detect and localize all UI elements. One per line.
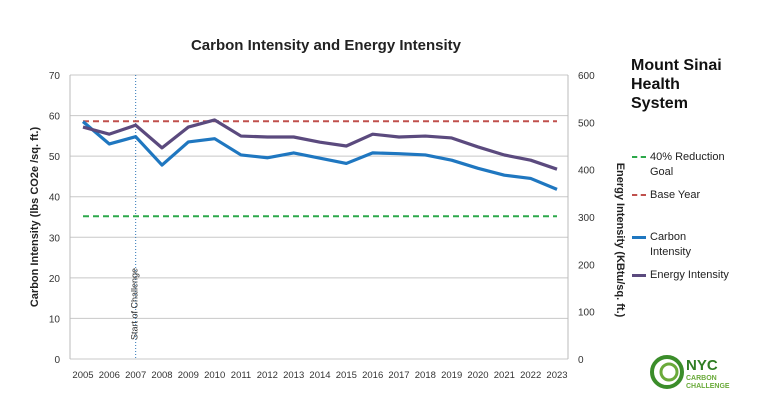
start-of-challenge-annotation: Start of Challenge (130, 268, 140, 340)
svg-text:CARBON: CARBON (686, 375, 717, 382)
legend-label: Energy Intensity (650, 269, 729, 281)
legend-label: Base Year (650, 189, 701, 201)
legend-swatch (632, 236, 646, 239)
x-tick-label: 2020 (467, 370, 488, 381)
y-tick-label: 40 (49, 193, 61, 204)
legend-item: Carbon Intensity (632, 230, 752, 260)
legend-swatch (632, 274, 646, 277)
x-tick-label: 2009 (178, 370, 199, 381)
y-tick-label: 20 (49, 274, 61, 285)
x-tick-label: 2017 (388, 370, 409, 381)
y2-tick-label: 500 (578, 118, 595, 129)
legend-swatch (632, 194, 646, 196)
y-axis-label: Carbon Intensity (lbs CO2e /sq. ft.) (29, 127, 41, 308)
x-tick-label: 2005 (72, 370, 93, 381)
nyc-carbon-challenge-logo: NYC CARBON CHALLENGE (650, 353, 740, 393)
x-tick-label: 2010 (204, 370, 225, 381)
y2-tick-label: 100 (578, 308, 595, 319)
legend-label: 40% Reduction Goal (650, 151, 725, 178)
x-tick-label: 2006 (99, 370, 120, 381)
x-tick-label: 2018 (415, 370, 436, 381)
x-tick-label: 2019 (441, 370, 462, 381)
series-line-carbon-intensity (81, 120, 558, 191)
x-tick-label: 2013 (283, 370, 304, 381)
y2-tick-label: 600 (578, 71, 595, 82)
y2-tick-label: 300 (578, 213, 595, 224)
x-tick-label: 2022 (520, 370, 541, 381)
y-tick-label: 70 (49, 71, 61, 82)
x-tick-label: 2008 (151, 370, 172, 381)
y2-tick-label: 200 (578, 260, 595, 271)
chart-title: Carbon Intensity and Energy Intensity (191, 37, 462, 54)
x-tick-label: 2007 (125, 370, 146, 381)
side-title: Mount Sinai Health System (631, 57, 722, 112)
y-tick-label: 30 (49, 233, 61, 244)
y2-axis-label: Energy Intensity (KBtu/sq. ft.) (614, 163, 626, 318)
x-tick-label: 2015 (336, 370, 357, 381)
legend-swatch (632, 156, 646, 158)
svg-text:CHALLENGE: CHALLENGE (686, 383, 730, 390)
legend-item: 40% Reduction Goal (632, 150, 752, 180)
x-tick-label: 2021 (494, 370, 515, 381)
y2-tick-label: 400 (578, 166, 595, 177)
x-tick-label: 2014 (309, 370, 330, 381)
series-line-energy-intensity (82, 118, 558, 171)
y-tick-label: 50 (49, 152, 61, 163)
x-tick-label: 2011 (231, 370, 251, 381)
y2-tick-label: 0 (578, 355, 584, 366)
x-tick-label: 2012 (257, 370, 278, 381)
y-tick-label: 60 (49, 112, 61, 123)
y-tick-label: 0 (54, 355, 60, 366)
x-tick-label: 2016 (362, 370, 383, 381)
legend-label: Carbon Intensity (650, 231, 691, 258)
x-tick-label: 2023 (546, 370, 567, 381)
legend-item: Base Year (632, 188, 752, 203)
legend-item: Energy Intensity (632, 268, 752, 283)
y-tick-label: 10 (49, 314, 61, 325)
svg-text:NYC: NYC (686, 357, 718, 374)
